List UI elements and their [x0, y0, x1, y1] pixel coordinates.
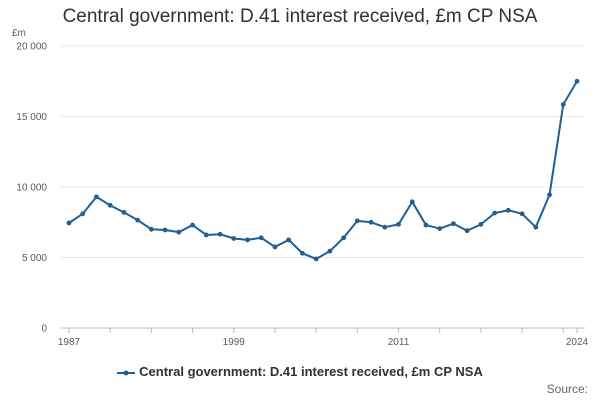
y-axis: £m 0 5 000 10 000 15 000 20 000: [12, 28, 47, 335]
legend[interactable]: Central government: D.41 interest receiv…: [0, 364, 600, 379]
data-point[interactable]: [354, 218, 360, 224]
data-point[interactable]: [66, 220, 72, 226]
data-point[interactable]: [162, 227, 168, 233]
chart-title: Central government: D.41 interest receiv…: [62, 6, 538, 27]
x-tick-label: 1999: [223, 337, 246, 348]
source-label: Source:: [546, 382, 588, 396]
series-line: [68, 80, 578, 260]
data-point[interactable]: [396, 221, 401, 227]
plot-area: [66, 78, 580, 262]
data-point[interactable]: [272, 244, 278, 250]
data-point[interactable]: [80, 211, 86, 217]
y-tick-label: 0: [41, 324, 47, 335]
data-point[interactable]: [451, 221, 456, 227]
data-point[interactable]: [176, 229, 182, 235]
data-point[interactable]: [217, 231, 223, 237]
y-tick-label: 5 000: [22, 253, 47, 264]
data-point[interactable]: [203, 232, 209, 238]
x-tick-label: 2024: [566, 337, 589, 348]
data-point[interactable]: [519, 211, 525, 217]
data-point[interactable]: [258, 235, 264, 241]
data-point[interactable]: [409, 199, 415, 205]
data-point[interactable]: [135, 217, 141, 223]
data-point[interactable]: [313, 256, 319, 262]
data-point[interactable]: [533, 224, 539, 230]
x-tick-label: 1987: [58, 337, 81, 348]
y-tick-label: 20 000: [16, 42, 47, 53]
data-point[interactable]: [231, 236, 237, 241]
data-point[interactable]: [327, 248, 333, 254]
data-point[interactable]: [121, 209, 127, 215]
data-point[interactable]: [382, 224, 388, 230]
data-point[interactable]: [547, 192, 552, 198]
data-point[interactable]: [245, 237, 250, 243]
data-point[interactable]: [423, 222, 429, 228]
data-point[interactable]: [341, 235, 346, 241]
data-point[interactable]: [190, 222, 195, 228]
legend-label: Central government: D.41 interest receiv…: [139, 364, 483, 379]
data-point[interactable]: [148, 226, 154, 232]
data-point[interactable]: [560, 102, 566, 107]
data-point[interactable]: [300, 250, 305, 256]
data-point[interactable]: [286, 237, 292, 243]
y-unit-label: £m: [12, 28, 26, 39]
y-tick-label: 10 000: [16, 183, 47, 194]
x-tick-label: 2011: [388, 337, 410, 348]
legend-line-marker-icon: [117, 370, 136, 376]
data-point[interactable]: [478, 221, 484, 227]
data-point[interactable]: [464, 228, 470, 234]
data-point[interactable]: [368, 219, 374, 225]
data-point[interactable]: [107, 202, 113, 208]
data-point[interactable]: [437, 226, 443, 231]
y-tick-label: 15 000: [16, 112, 47, 123]
data-point[interactable]: [505, 207, 511, 213]
data-point[interactable]: [94, 194, 99, 200]
gridlines: [61, 45, 585, 329]
x-axis: 1987 1999 2011 2024: [58, 328, 589, 348]
data-point[interactable]: [574, 78, 580, 84]
data-point[interactable]: [492, 210, 498, 216]
